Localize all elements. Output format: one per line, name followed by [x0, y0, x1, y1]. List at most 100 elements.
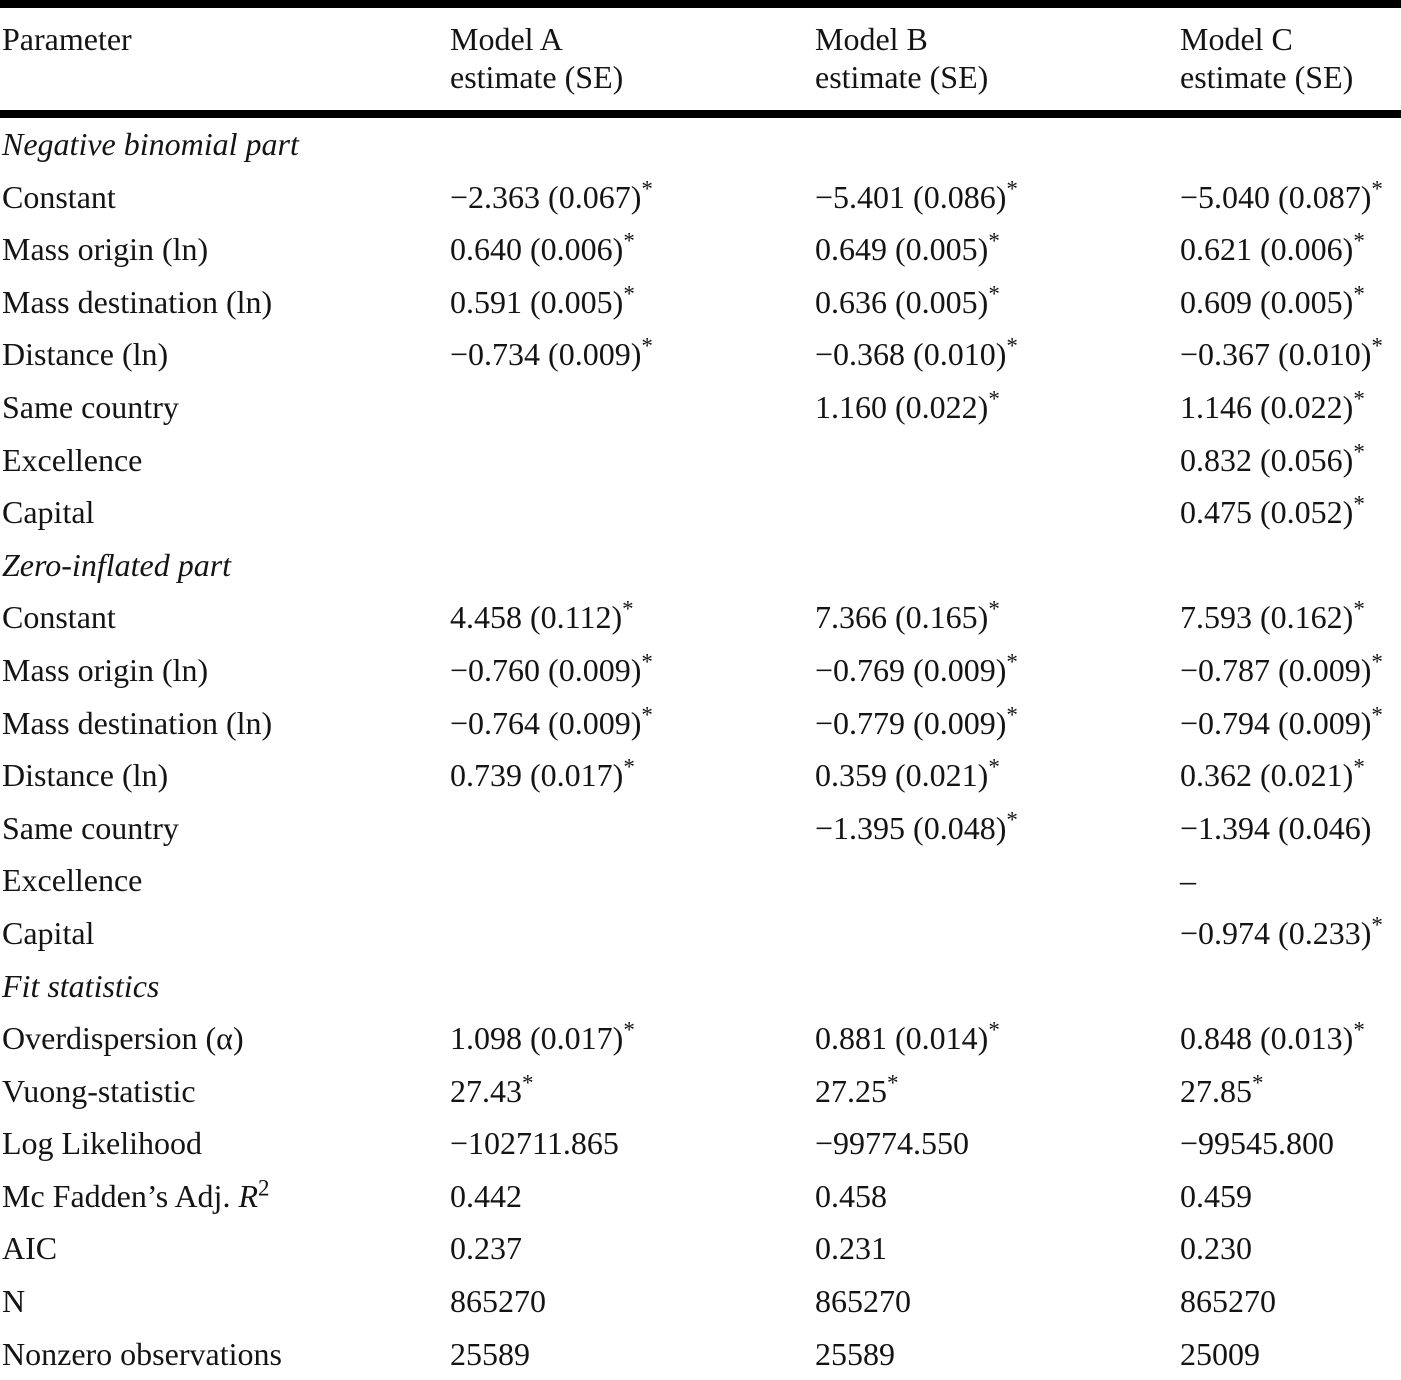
model-b-value: 7.366 (0.165)*: [815, 595, 1000, 636]
superscript: 2: [257, 1174, 270, 1201]
table-row: Capital −0.974 (0.233)*: [0, 907, 1401, 960]
model-a-value: 0.442: [450, 1177, 522, 1214]
significance-star: *: [522, 1069, 534, 1096]
parameter-label: Constant: [2, 599, 116, 636]
table-row: Constant −2.363 (0.067)* −5.401 (0.086)* −5…: [0, 171, 1401, 224]
model-b-name: Model B: [815, 21, 928, 57]
model-a-value: 25589: [450, 1335, 530, 1372]
model-c-value: 25009: [1180, 1335, 1260, 1372]
model-a-value: 4.458 (0.112)*: [450, 595, 634, 636]
model-a-value: 865270: [450, 1283, 546, 1320]
model-b-value: 0.649 (0.005)*: [815, 227, 1000, 268]
parameter-label: Vuong-statistic: [2, 1072, 196, 1109]
model-a-value: [450, 907, 815, 960]
table-row: Constant 4.458 (0.112)* 7.366 (0.165)* 7.59…: [0, 591, 1401, 644]
section-label: Fit statistics: [2, 967, 160, 1004]
significance-star: *: [641, 648, 653, 675]
table-row: Excellence –: [0, 854, 1401, 907]
significance-star: *: [623, 227, 635, 254]
column-header-parameter: Parameter: [2, 21, 132, 57]
significance-star: *: [623, 280, 635, 307]
parameter-label: Same country: [2, 809, 179, 846]
significance-star: *: [988, 753, 1000, 780]
model-b-value: 0.231: [815, 1230, 887, 1267]
model-c-value: 0.848 (0.013)*: [1180, 1016, 1365, 1057]
section-row: Negative binomial part: [0, 114, 1401, 171]
significance-star: *: [1353, 595, 1365, 622]
table-row: N 865270 865270 865270: [0, 1275, 1401, 1328]
model-a-value: [450, 802, 815, 855]
model-c-value: 0.475 (0.052)*: [1180, 490, 1365, 531]
parameter-label: Capital: [2, 494, 95, 531]
significance-star: *: [988, 1016, 1000, 1043]
parameter-label: Excellence: [2, 862, 143, 899]
model-c-value: 7.593 (0.162)*: [1180, 595, 1365, 636]
model-a-value: 1.098 (0.017)*: [450, 1016, 635, 1057]
table-row: Same country 1.160 (0.022)* 1.146 (0.022)*: [0, 381, 1401, 434]
model-a-value: −0.760 (0.009)*: [450, 648, 653, 688]
significance-star: *: [622, 595, 634, 622]
model-c-value: 0.621 (0.006)*: [1180, 227, 1365, 268]
model-a-sub: estimate (SE): [450, 59, 624, 95]
parameter-label: Same country: [2, 388, 179, 425]
significance-star: *: [1371, 648, 1383, 675]
model-b-value: −99774.550: [815, 1125, 970, 1162]
significance-star: *: [1353, 280, 1365, 307]
model-c-value: 865270: [1180, 1283, 1276, 1320]
model-c-value: 1.146 (0.022)*: [1180, 385, 1365, 425]
significance-star: *: [1252, 1069, 1264, 1096]
model-c-name: Model C: [1180, 21, 1293, 57]
significance-star: *: [1353, 385, 1365, 412]
parameter-label: Constant: [2, 178, 116, 215]
table-row: Distance (ln) −0.734 (0.009)* −0.368 (0.01…: [0, 328, 1401, 381]
parameter-label: Mass origin (ln): [2, 231, 209, 268]
significance-star: *: [1006, 700, 1018, 727]
model-c-sub: estimate (SE): [1180, 59, 1354, 95]
column-header-model-c: Model C estimate (SE): [1180, 4, 1401, 114]
significance-star: *: [641, 174, 653, 201]
significance-star: *: [1353, 437, 1365, 464]
model-b-value: 0.458: [815, 1177, 887, 1214]
model-b-value: −0.769 (0.009)*: [815, 648, 1018, 688]
model-b-value: [815, 434, 1180, 487]
model-a-value: −102711.865: [450, 1125, 619, 1162]
model-c-value: −99545.800: [1180, 1125, 1335, 1162]
table-row: Same country −1.395 (0.048)* −1.394 (0.046…: [0, 802, 1401, 855]
model-a-value: [450, 486, 815, 539]
model-c-value: −0.794 (0.009)*: [1180, 700, 1383, 741]
model-b-value: 0.636 (0.005)*: [815, 280, 1000, 320]
significance-star: *: [1371, 700, 1383, 727]
table-header: Parameter Model A estimate (SE) Model B …: [0, 4, 1401, 114]
significance-star: *: [1353, 753, 1365, 780]
significance-star: *: [988, 227, 1000, 254]
table-row: AIC 0.237 0.231 0.230: [0, 1222, 1401, 1275]
model-c-value: 0.609 (0.005)*: [1180, 280, 1365, 320]
table-row: Nonzero observations 25589 25589 25009: [0, 1328, 1401, 1380]
table-row: Mass destination (ln) 0.591 (0.005)* 0.636…: [0, 276, 1401, 329]
significance-star: *: [1353, 227, 1365, 254]
model-b-sub: estimate (SE): [815, 59, 989, 95]
model-c-value: −1.394 (0.046): [1180, 809, 1372, 846]
significance-star: *: [641, 332, 653, 359]
table-body: Negative binomial part Constant −2.363 (0.…: [0, 114, 1401, 1380]
section-row: Fit statistics: [0, 960, 1401, 1013]
parameter-label: Mass destination (ln): [2, 283, 273, 320]
parameter-label: Distance (ln): [2, 336, 169, 373]
significance-star: *: [641, 700, 653, 727]
math-symbol: R: [238, 1177, 258, 1214]
model-b-value: −1.395 (0.048)*: [815, 806, 1018, 846]
parameter-label: Mc Fadden’s Adj. R2: [2, 1174, 270, 1214]
significance-star: *: [1006, 648, 1018, 675]
significance-star: *: [887, 1069, 899, 1096]
significance-star: *: [1371, 174, 1383, 201]
model-c-value: 0.362 (0.021)*: [1180, 753, 1365, 794]
model-b-value: −0.368 (0.010)*: [815, 332, 1018, 373]
model-a-value: 0.591 (0.005)*: [450, 280, 635, 320]
significance-star: *: [623, 753, 635, 780]
model-b-value: 0.881 (0.014)*: [815, 1016, 1000, 1057]
model-c-value: 0.230: [1180, 1230, 1252, 1267]
table-row: Vuong-statistic 27.43* 27.25* 27.85*: [0, 1065, 1401, 1118]
parameter-label: N: [2, 1283, 26, 1320]
model-a-value: 0.237: [450, 1230, 522, 1267]
